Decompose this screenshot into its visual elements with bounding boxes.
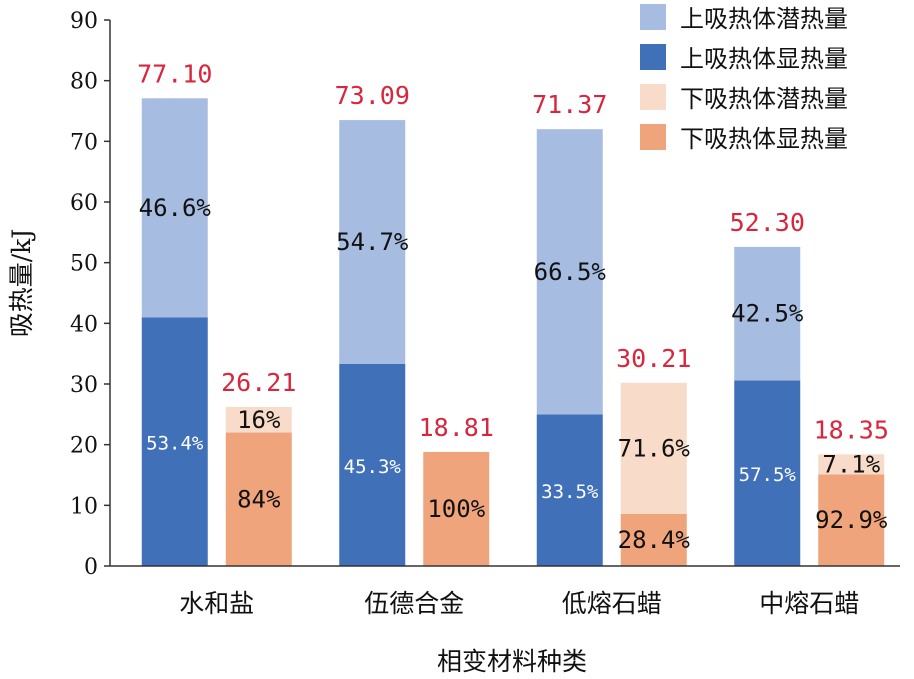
upper-sensible-bar bbox=[536, 414, 603, 566]
y-tick-label: 90 bbox=[70, 9, 98, 34]
upper-sensible-pct: 45.3% bbox=[344, 456, 402, 478]
upper-latent-pct: 66.5% bbox=[534, 258, 607, 286]
lower-latent-bar bbox=[620, 382, 687, 514]
y-tick-label: 70 bbox=[70, 130, 98, 155]
upper-latent-pct: 54.7% bbox=[336, 228, 409, 256]
x-tick-label: 低熔石蜡 bbox=[562, 589, 662, 618]
lower-sensible-bar bbox=[423, 451, 490, 566]
y-tick-label: 20 bbox=[70, 434, 98, 459]
x-axis-title: 相变材料种类 bbox=[437, 647, 587, 676]
y-axis-title: 吸热量/kJ bbox=[7, 229, 36, 338]
legend-label: 上吸热体显热量 bbox=[680, 45, 848, 73]
y-tick-label: 0 bbox=[84, 555, 98, 580]
x-tick-label: 伍德合金 bbox=[364, 589, 464, 618]
lower-sensible-pct: 84% bbox=[237, 485, 281, 513]
lower-latent-pct: 16% bbox=[237, 406, 281, 434]
upper-total-label: 77.10 bbox=[137, 59, 212, 88]
upper-latent-bar bbox=[141, 98, 208, 318]
legend-swatch bbox=[640, 124, 666, 150]
upper-sensible-bar bbox=[141, 317, 208, 566]
upper-sensible-pct: 57.5% bbox=[739, 464, 797, 486]
lower-latent-bar bbox=[818, 454, 885, 475]
lower-total-label: 30.21 bbox=[616, 344, 691, 373]
lower-latent-bar bbox=[225, 407, 292, 433]
x-axis: 水和盐 伍德合金 低熔石蜡 中熔石蜡 bbox=[110, 565, 900, 618]
x-tick-label: 水和盐 bbox=[179, 589, 254, 618]
upper-latent-pct: 46.6% bbox=[139, 194, 212, 222]
legend-label: 下吸热体显热量 bbox=[680, 125, 848, 153]
lower-sensible-pct: 28.4% bbox=[618, 526, 691, 554]
legend-swatch bbox=[640, 84, 666, 110]
upper-sensible-pct: 53.4% bbox=[146, 433, 204, 455]
upper-total-label: 71.37 bbox=[532, 90, 607, 119]
lower-total-label: 26.21 bbox=[221, 368, 296, 397]
upper-latent-bar bbox=[339, 120, 406, 364]
upper-total-label: 73.09 bbox=[335, 81, 410, 110]
lower-sensible-pct: 92.9% bbox=[815, 506, 888, 534]
y-tick-label: 40 bbox=[70, 312, 98, 337]
upper-latent-bar bbox=[536, 129, 603, 415]
lower-total-label: 18.35 bbox=[814, 415, 889, 444]
y-tick-label: 50 bbox=[70, 252, 98, 277]
lower-sensible-bar bbox=[620, 513, 687, 566]
lower-sensible-bar bbox=[818, 474, 885, 566]
lower-latent-pct: 71.6% bbox=[618, 434, 691, 462]
y-tick-label: 10 bbox=[70, 494, 98, 519]
lower-total-label: 18.81 bbox=[419, 413, 494, 442]
legend-swatch bbox=[640, 44, 666, 70]
y-axis: 0 10 20 30 40 50 60 70 80 90 bbox=[70, 9, 111, 580]
legend-swatch bbox=[640, 4, 666, 30]
legend-label: 下吸热体潜热量 bbox=[680, 85, 848, 113]
upper-latent-pct: 42.5% bbox=[731, 300, 804, 328]
lower-sensible-bar bbox=[225, 432, 292, 566]
upper-total-label: 52.30 bbox=[730, 208, 805, 237]
y-tick-label: 30 bbox=[70, 373, 98, 398]
upper-sensible-bar bbox=[734, 380, 801, 566]
upper-latent-bar bbox=[734, 246, 801, 381]
upper-sensible-bar bbox=[339, 363, 406, 566]
legend-label: 上吸热体潜热量 bbox=[680, 5, 848, 33]
y-tick-label: 80 bbox=[70, 70, 98, 95]
lower-sensible-pct: 100% bbox=[427, 495, 485, 523]
y-tick-label: 60 bbox=[70, 191, 98, 216]
data-labels: 53.4% 46.6% 77.10 84% 16% 26.21 45.3% 54.7% 73.0… bbox=[137, 59, 889, 554]
lower-latent-pct: 7.1% bbox=[822, 450, 880, 478]
x-tick-label: 中熔石蜡 bbox=[759, 589, 859, 618]
bars bbox=[141, 98, 885, 566]
upper-sensible-pct: 33.5% bbox=[541, 481, 599, 503]
